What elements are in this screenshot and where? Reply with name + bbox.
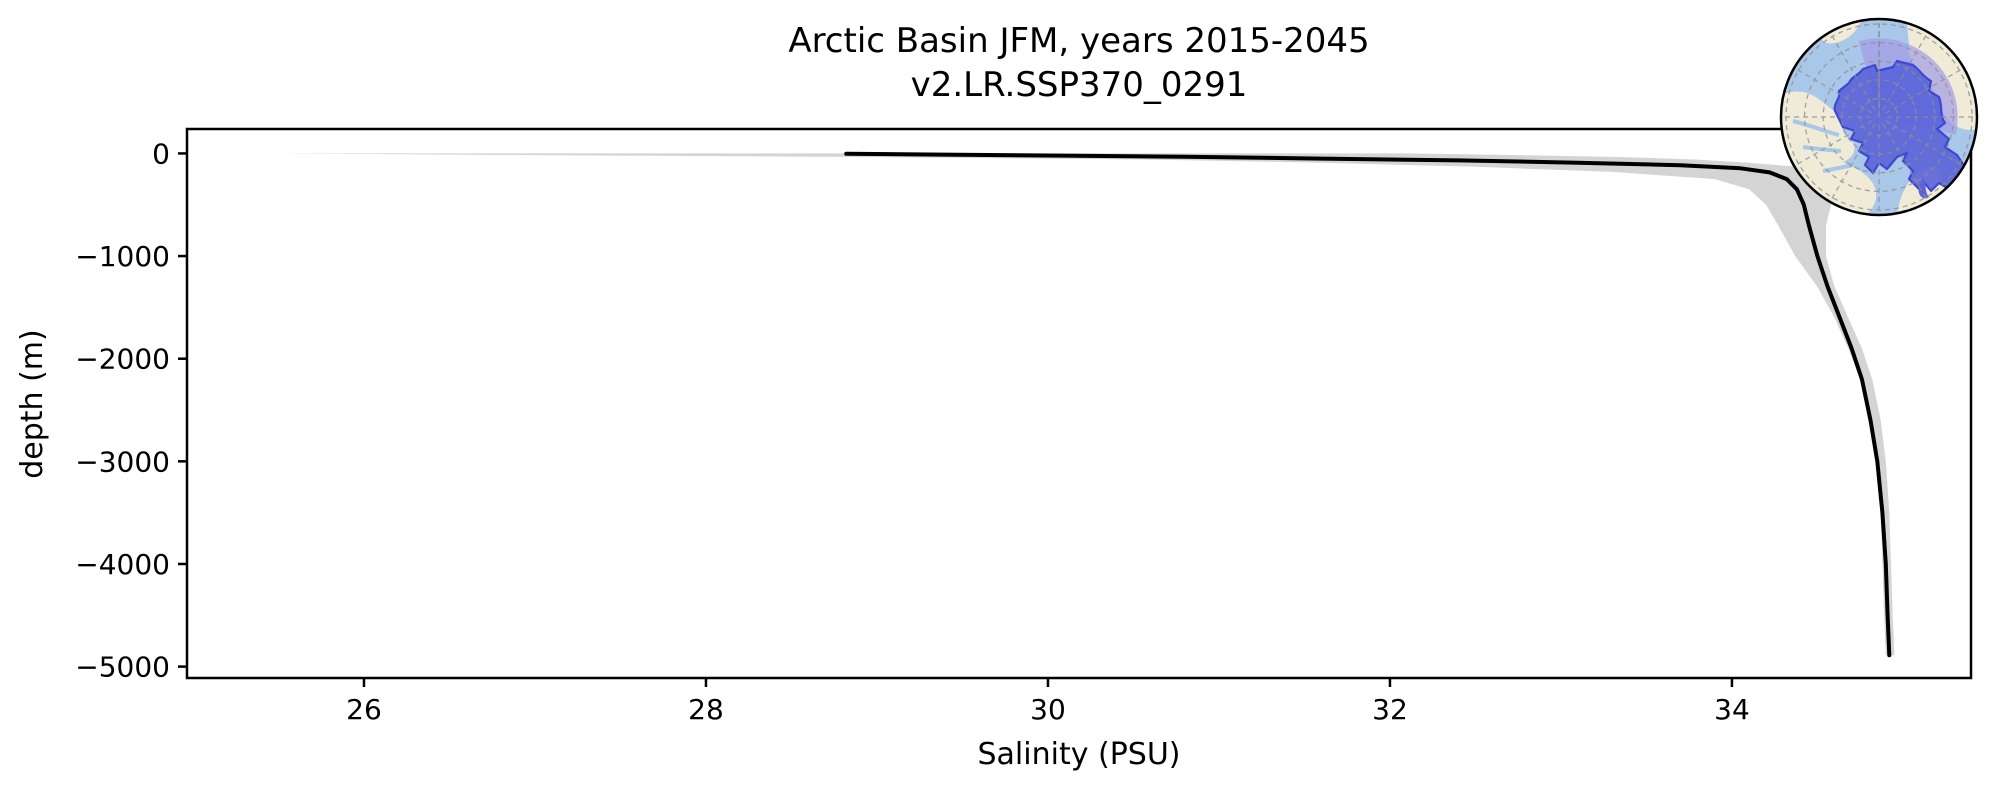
x-tick-label: 28 — [688, 693, 724, 726]
plot-area: 26 28 30 32 34 0 −1000 −2000 −3000 −4000 −5000 — [75, 127, 1973, 726]
y-tick-label: −5000 — [75, 651, 170, 684]
map-land-iceland — [1847, 192, 1863, 202]
map-basin-mask — [1833, 59, 1973, 193]
chart-title-line2: v2.LR.SSP370_0291 — [911, 65, 1248, 105]
map-baltic-sea — [1918, 177, 1929, 199]
y-tick-label: −2000 — [75, 343, 170, 376]
y-tick-label: −3000 — [75, 445, 170, 478]
x-tick-label: 30 — [1030, 693, 1066, 726]
y-tick-label: 0 — [152, 137, 170, 170]
map-meridian-line — [1885, 120, 1963, 166]
map-meridian-line — [1830, 123, 1876, 201]
axes-spines — [185, 127, 1973, 680]
map-meridian-line — [1830, 33, 1876, 111]
map-meridian-line — [1882, 33, 1928, 111]
x-axis: 26 28 30 32 34 — [346, 678, 1750, 726]
y-tick-label: −4000 — [75, 548, 170, 581]
arctic-map-inset — [1779, 17, 1979, 217]
y-axis: 0 −1000 −2000 −3000 −4000 −5000 — [75, 137, 187, 684]
x-tick-label: 32 — [1372, 693, 1408, 726]
x-axis-label: Salinity (PSU) — [978, 737, 1181, 772]
map-meridian-line — [1885, 68, 1963, 114]
x-tick-label: 34 — [1714, 693, 1750, 726]
plot-background — [187, 129, 1971, 678]
map-meridian-line — [1882, 123, 1928, 201]
map-meridian-line — [1795, 120, 1873, 166]
map-rim — [1779, 17, 1979, 217]
chart-title-line1: Arctic Basin JFM, years 2015-2045 — [788, 21, 1369, 61]
y-tick-label: −1000 — [75, 240, 170, 273]
x-tick-label: 26 — [346, 693, 382, 726]
map-meridian-line — [1795, 68, 1873, 114]
y-axis-label: depth (m) — [15, 329, 50, 479]
mean-profile-line — [844, 151, 1892, 658]
